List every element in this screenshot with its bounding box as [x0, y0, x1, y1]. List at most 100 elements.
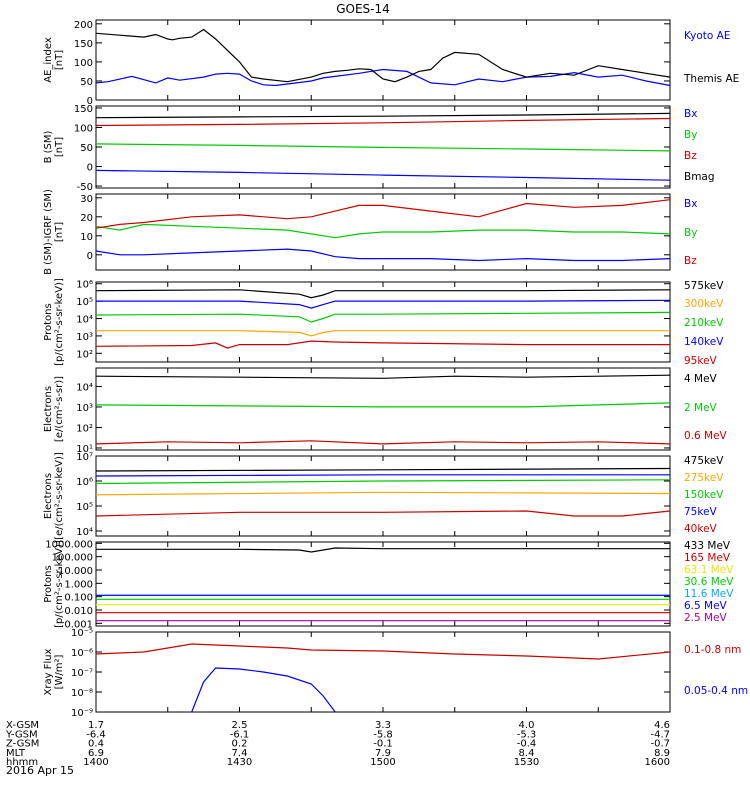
y-axis-label: Electrons	[43, 386, 54, 432]
panel-b-sm: -50 0 50 100 150 B (SM) [nT] Bx By Bz Bmag	[43, 104, 715, 193]
y-tick-label: 100	[74, 58, 93, 69]
series-line	[95, 474, 670, 477]
series-line	[95, 223, 671, 239]
panel-electrons-kev: 10⁴ 10⁵ 10⁶ 10⁷ Electrons [e/(cm²-s-sr-keV)] 4…	[43, 452, 724, 540]
y-tick-label: 10⁵	[76, 297, 93, 308]
y-axis-label: Protons	[43, 565, 54, 602]
legend-entry: By	[684, 129, 697, 141]
panel-b-minus-igrf: 0 10 20 30 B (SM)-IGRF (SM) [nT] Bx By Bz	[43, 189, 697, 275]
series-line	[95, 112, 671, 119]
x-axis-row-label: X-GSM	[6, 720, 39, 731]
legend-entry: 575keV	[684, 280, 724, 292]
legend-entry: 6.5 MeV	[684, 600, 728, 612]
y-axis-label: Xray Flux	[43, 648, 54, 695]
y-tick-label: 10⁴	[76, 315, 93, 326]
y-axis-label: [e/(cm²-s-sr)]	[54, 376, 65, 442]
legend-entry: 11.6 MeV	[684, 588, 734, 600]
x-axis-value: -6.4	[86, 729, 106, 740]
x-axis-value: 1430	[227, 757, 252, 768]
series-line	[95, 289, 671, 299]
y-tick-label: 10⁷	[76, 452, 93, 463]
panel-electrons-mev: 10¹ 10² 10³ 10⁴ Electrons [e/(cm²-s-sr)] 4 MeV…	[43, 367, 728, 455]
y-tick-label: 10⁵	[76, 502, 93, 513]
y-tick-label: 10⁶	[76, 477, 93, 488]
legend-entry: 150keV	[684, 489, 724, 501]
series-line	[191, 667, 336, 713]
y-tick-label: 1000.000	[45, 539, 93, 550]
x-axis-row-label: MLT	[6, 748, 26, 759]
y-tick-label: 10.000	[58, 566, 93, 577]
plot-title: GOES-14	[336, 2, 390, 16]
x-axis-value: 1600	[645, 757, 670, 768]
y-axis-label: [nT]	[54, 50, 65, 70]
series-line	[95, 28, 671, 83]
y-tick-label: 0	[87, 163, 93, 174]
x-axis-value: -5.3	[517, 729, 537, 740]
y-tick-label: 10⁻⁸	[71, 688, 93, 699]
series-line	[95, 643, 671, 660]
series-line	[95, 402, 671, 408]
y-tick-label: 150	[74, 104, 93, 115]
panel-frame	[95, 367, 671, 451]
legend-entry: 30.6 MeV	[684, 576, 734, 588]
x-axis-value: 6.9	[88, 748, 104, 759]
x-axis-value: 4.0	[519, 720, 535, 731]
series-line	[95, 340, 670, 349]
panel-frame	[95, 281, 671, 363]
panel-protons-mev: 0.001 0.010 0.100 1.000 10.000 100.000 1000.00…	[43, 539, 734, 630]
y-axis-label: [W/m²]	[54, 654, 65, 689]
y-tick-label: 0	[87, 96, 93, 107]
y-tick-label: 10⁶	[76, 280, 93, 291]
y-tick-label: 10⁻⁵	[71, 628, 93, 639]
legend-entry: Kyoto AE	[684, 30, 730, 42]
series-line	[95, 117, 671, 127]
series-line	[95, 491, 671, 496]
y-axis-label: [nT]	[54, 222, 65, 242]
legend-entry: 275keV	[684, 472, 724, 484]
y-tick-label: 10³	[76, 332, 93, 343]
x-axis-value: 8.9	[654, 748, 670, 759]
y-tick-label: 100.000	[52, 553, 93, 564]
series-line	[95, 467, 671, 472]
x-axis-value: -0.7	[650, 739, 670, 750]
series-line	[95, 169, 671, 181]
y-tick-label: 20	[80, 213, 93, 224]
y-axis-label: Protons	[43, 303, 54, 340]
legend-entry: 0.6 MeV	[684, 430, 728, 442]
date-label: 2016 Apr 15	[6, 764, 74, 777]
legend-entry: Bz	[684, 255, 697, 267]
x-axis-value: -4.7	[650, 729, 670, 740]
y-tick-label: 10⁴	[76, 527, 93, 538]
y-tick-label: 0.100	[64, 593, 93, 604]
y-axis-label: [nT]	[54, 137, 65, 157]
x-axis-value: -0.1	[373, 739, 393, 750]
y-tick-label: 150	[74, 39, 93, 50]
panel-frame	[95, 19, 671, 101]
y-tick-label: 10²	[76, 349, 93, 360]
x-axis-value: 0.2	[232, 739, 248, 750]
series-line	[95, 311, 671, 323]
y-axis-label: AE_index	[43, 37, 54, 83]
y-tick-label: 10¹	[76, 444, 93, 455]
legend-entry: 2.5 MeV	[684, 612, 728, 624]
x-axis-value: 1.7	[88, 720, 104, 731]
panel-ae-index: 0 50 100 150 200 AE_index [nT] Kyoto AE Themis A…	[43, 19, 739, 107]
y-tick-label: 0.001	[64, 619, 93, 630]
x-axis-value: 1530	[514, 757, 539, 768]
legend-entry: 210keV	[684, 317, 724, 329]
y-tick-label: 10²	[76, 423, 93, 434]
y-tick-label: 1.000	[64, 579, 93, 590]
x-axis-value: 8.4	[519, 748, 535, 759]
y-tick-label: 10	[80, 232, 93, 243]
x-axis-value: 7.9	[375, 748, 391, 759]
x-axis-labels: X-GSM 1.7 2.5 3.3 4.0 4.6 Y-GSM -6.4 -6.1 -5.8 -5.…	[5, 720, 670, 768]
legend-entry: 0.05-0.4 nm	[684, 685, 748, 697]
y-tick-label: 100	[74, 123, 93, 134]
panel-xray-flux: 10⁻⁹ 10⁻⁸ 10⁻⁷ 10⁻⁶ 10⁻⁵ Xray Flux [W/m²] 0.1-0…	[43, 628, 748, 719]
series-line	[95, 440, 671, 445]
series-line	[95, 143, 671, 152]
x-axis-value: 1400	[83, 757, 108, 768]
legend-entry: Bx	[684, 108, 697, 120]
x-axis-value: 1500	[370, 757, 395, 768]
